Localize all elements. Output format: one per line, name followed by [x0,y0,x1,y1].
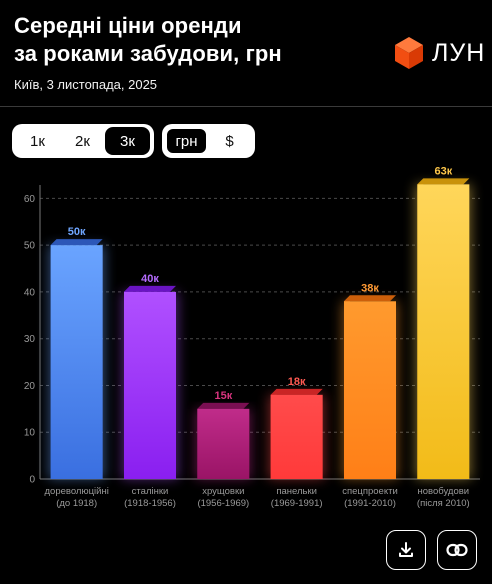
x-tick-sublabel: (1918-1956) [124,498,176,509]
x-tick-sublabel: (1969-1991) [271,498,323,509]
bar-top [270,388,323,395]
room-option-3k[interactable]: 3к [105,127,150,155]
bar-value-label: 38к [361,282,379,294]
download-icon [399,542,413,557]
download-button[interactable] [386,530,426,570]
page-subtitle: Київ, 3 листопада, 2025 [14,77,158,92]
room-count-selector: 1к 2к 3к [12,124,154,158]
x-tick-label: хрущовки [202,486,244,497]
bar-top [50,239,103,246]
y-tick-label: 0 [29,475,35,486]
y-tick-label: 10 [24,428,36,439]
x-tick-sublabel: (1991-2010) [344,498,396,509]
brand-name: ЛУН [432,38,486,67]
x-tick-sublabel: (до 1918) [56,498,97,509]
bar [270,394,323,479]
x-tick-label: панельки [276,486,317,497]
bar-top [417,178,470,185]
y-tick-label: 40 [24,287,36,298]
rent-price-bar-chart: 0 10 20 30 40 50 60 50к дореволюційні(до 1918) 40… [24,165,480,509]
page-title: Середні ціни оренди за роками забудови, … [14,12,282,68]
x-tick-label: сталінки [132,486,169,497]
room-option-2k[interactable]: 2к [75,132,90,150]
bar-value-label: 50к [68,226,86,238]
bar [417,184,470,479]
title-line-1: Середні ціни оренди [14,13,242,38]
room-option-1k[interactable]: 1к [30,132,45,150]
title-line-2: за роками забудови, грн [14,41,282,66]
y-tick-label: 60 [24,194,36,205]
bar-value-label: 15к [214,390,232,402]
currency-selector: грн $ [162,124,255,158]
bar [344,301,396,479]
bar-value-label: 63к [434,165,452,177]
bar-top [124,285,176,292]
x-tick-label: дореволюційні [45,486,109,497]
x-tick-label: спецпроекти [342,486,398,497]
bar [124,291,176,479]
bar [197,408,250,479]
bar-top [197,402,250,409]
y-tick-label: 20 [24,381,36,392]
currency-option-uah[interactable]: грн [165,127,208,155]
bar-value-label: 18к [288,376,306,388]
x-tick-sublabel: (1956-1969) [197,498,249,509]
cube-logo-icon [395,37,423,69]
brand-logo: ЛУН [394,36,485,70]
y-tick-label: 30 [24,334,36,345]
copy-link-button[interactable] [437,530,477,570]
header-divider [0,106,492,107]
currency-option-usd[interactable]: $ [225,132,234,150]
y-tick-label: 50 [24,241,36,252]
bar-top [344,295,396,302]
link-icon [446,543,468,557]
x-tick-label: новобудови [418,486,470,497]
x-tick-sublabel: (після 2010) [417,498,470,509]
bar [50,245,103,479]
bar-value-label: 40к [141,273,159,285]
